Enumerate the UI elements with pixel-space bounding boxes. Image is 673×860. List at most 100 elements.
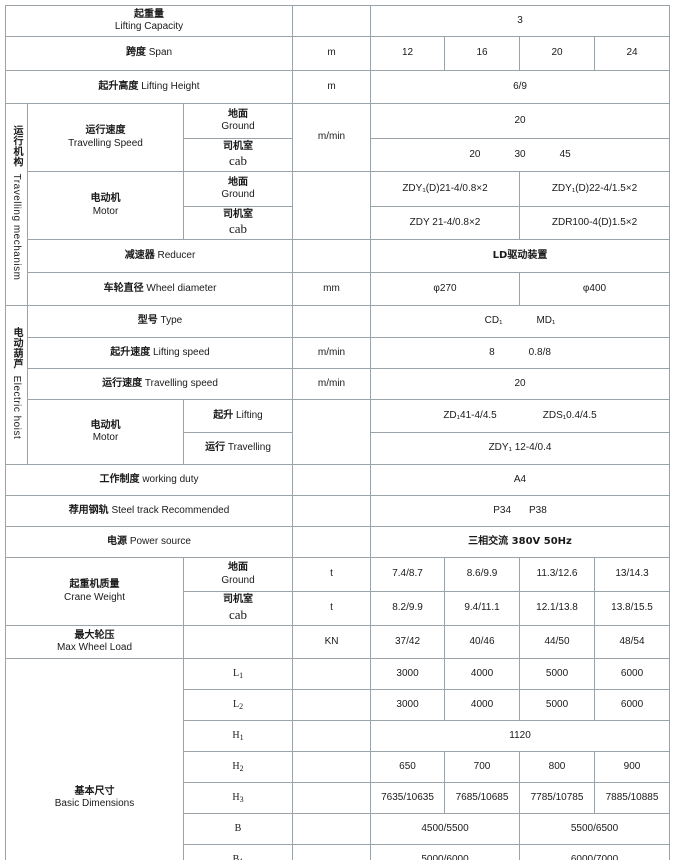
value-H2-2: 700 (444, 751, 521, 783)
value-H2-4: 900 (594, 751, 671, 783)
value-B-1: 4500/5500 (370, 813, 521, 845)
value-crane-weight-ground-1: 7.4/8.7 (370, 557, 446, 592)
value-hoist-type-1: CD₁ (484, 315, 503, 327)
label-cn: 最大轮压 (74, 629, 115, 641)
unit-cell-dimension-L1 (292, 658, 372, 690)
value-travelling-motor-cab-left: ZDY 21-4/0.8×2 (370, 206, 521, 240)
unit-cell-hoist-motor (292, 399, 372, 465)
value-L2-4: 6000 (594, 689, 671, 721)
unit-cell-lifting-capacity (292, 5, 372, 37)
table-row-dimension-H2: H2 650 700 800 900 (6, 751, 671, 783)
value-crane-weight-ground-2: 8.6/9.9 (444, 557, 521, 592)
unit-hoist-lifting-speed: m/min (292, 337, 372, 369)
value-B1-2: 6000/7000 (519, 844, 671, 860)
value-crane-weight-ground-4: 13/14.3 (594, 557, 671, 592)
label-cn: 跨度 (125, 47, 146, 59)
dimension-symbol-H1: H1 (182, 720, 294, 752)
value-max-wheel-load-2: 40/46 (444, 625, 521, 659)
unit-cell-working-duty (292, 464, 372, 496)
unit-cell-dimension-H3 (292, 782, 372, 814)
unit-cell-steel-track (292, 495, 372, 527)
value-H1: 1120 (370, 720, 671, 752)
row-label-steel-track: 荐用钢轨 Steel track Recommended (4, 495, 294, 527)
value-hoist-lifting-speed: 8 0.8/8 (370, 337, 671, 369)
dimension-symbol-L1: L1 (182, 658, 294, 690)
label-cn: 运行速度 (85, 125, 126, 136)
value-travelling-speed-ground: 20 (370, 103, 671, 139)
value-L1-3: 5000 (519, 658, 596, 690)
row-label-lifting-capacity: 起重量 Lifting Capacity (4, 5, 294, 37)
value-H2-1: 650 (370, 751, 446, 783)
sublabel-en: cab (228, 153, 248, 169)
sublabel-en: Ground (221, 121, 255, 132)
value-L2-3: 5000 (519, 689, 596, 721)
sublabel-cell-max-wheel-load (182, 625, 294, 659)
row-label-span: 跨度 Span (4, 36, 294, 71)
unit-crane-weight-ground: t (292, 557, 372, 592)
unit-wheel-diameter: mm (292, 272, 372, 306)
value-hoist-motor-travelling: ZDY₁ 12-4/0.4 (370, 432, 671, 465)
label-cn: 电源 (107, 535, 128, 547)
label-en: Reducer (157, 249, 196, 261)
row-label-hoist-travelling-speed: 运行速度 Travelling speed (26, 368, 294, 400)
group-label-electric-hoist: 电动葫芦 Electric hoist (5, 305, 28, 465)
value-travelling-motor-cab-right: ZDR100-4(D)1.5×2 (519, 206, 671, 240)
group-label-travelling-mechanism: 运行机构 Travelling mechanism (5, 103, 28, 306)
label-en: Wheel diameter (146, 282, 217, 294)
row-label-lifting-height: 起升高度 Lifting Height (4, 70, 294, 104)
value-max-wheel-load-3: 44/50 (519, 625, 596, 659)
sublabel-cn: 地面 (228, 562, 248, 573)
row-label-power-source: 电源 Power source (4, 526, 294, 558)
value-H3-1: 7635/10635 (370, 782, 446, 814)
group-label-cn: 运行机构 (11, 124, 22, 167)
table-row-max-wheel-load: 最大轮压 Max Wheel Load KN 37/42 40/46 44/50… (5, 625, 671, 659)
value-hoist-travelling-speed: 20 (370, 368, 671, 400)
row-label-crane-weight: 起重机质量 Crane Weight (5, 557, 184, 626)
group-label-en: Travelling mechanism (11, 173, 22, 280)
value-lifting-capacity: 3 (370, 5, 671, 37)
value-hoist-type: CD₁ MD₁ (370, 305, 671, 338)
label-en: Steel track Recommended (111, 504, 230, 516)
label-en: working duty (142, 473, 199, 485)
table-row-hoist-type: 电动葫芦 Electric hoist 型号 Type CD₁ MD₁ (5, 305, 671, 465)
value-power-source: 三相交流 380V 50Hz (370, 526, 671, 558)
unit-cell-dimension-B (292, 813, 372, 845)
unit-cell-reducer (292, 239, 372, 273)
unit-cell-travelling-motor (292, 171, 372, 240)
label-cn: 电动机 (90, 193, 121, 204)
value-steel-track-2: P38 (529, 504, 547, 516)
value-cab-3: 45 (559, 148, 571, 160)
table-row-travelling-speed-cab: 司机室 cab 20 30 45 (6, 138, 671, 172)
unit-crane-weight-cab: t (292, 591, 372, 626)
value-crane-weight-cab-3: 12.1/13.8 (519, 591, 596, 626)
value-L1-1: 3000 (370, 658, 446, 690)
value-steel-track: P34 P38 (370, 495, 671, 527)
value-crane-weight-cab-2: 9.4/11.1 (444, 591, 521, 626)
label-cn: 起升速度 (110, 346, 151, 358)
value-cab-1: 20 (469, 148, 481, 160)
label-cn: 型号 (137, 315, 158, 327)
sublabel-cn: 运行 (205, 442, 226, 454)
table-row-dimension-B1: B1 5000/6000 6000/7000 (6, 844, 671, 860)
group-label-text: 运行机构 Travelling mechanism (11, 125, 22, 280)
unit-hoist-travelling-speed: m/min (292, 368, 372, 400)
sublabel-en: Travelling (227, 442, 271, 454)
row-label-travelling-motor: 电动机 Motor (27, 171, 184, 240)
row-label-travelling-speed: 运行速度 Travelling Speed (27, 103, 184, 172)
value-L2-1: 3000 (370, 689, 446, 721)
value-H2-3: 800 (519, 751, 596, 783)
value-span-3: 20 (519, 36, 596, 71)
label-cn: 起升高度 (98, 80, 139, 92)
value-L2-2: 4000 (444, 689, 521, 721)
value-hoist-motor-lifting: ZD₁41-4/4.5 ZDS₁0.4/4.5 (370, 399, 671, 433)
sublabel-cn: 司机室 (223, 140, 253, 152)
table-row-crane-weight-ground: 起重机质量 Crane Weight 地面 Ground t 7.4/8.7 8… (5, 557, 671, 626)
value-wheel-diameter-right: φ400 (519, 272, 671, 306)
value-crane-weight-cab-1: 8.2/9.9 (370, 591, 446, 626)
value-H3-2: 7685/10685 (444, 782, 521, 814)
value-H3-4: 7885/10885 (594, 782, 671, 814)
label-en: Crane Weight (64, 591, 125, 603)
table-row-lifting-capacity: 起重量 Lifting Capacity 3 (4, 5, 671, 37)
value-hoist-lift-2: 0.8/8 (528, 346, 551, 358)
row-label-hoist-lifting-speed: 起升速度 Lifting speed (26, 337, 294, 369)
